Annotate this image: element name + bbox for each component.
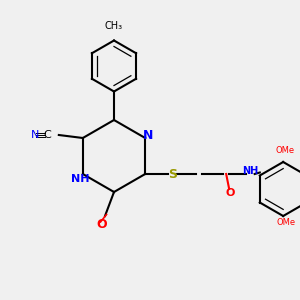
Text: CH₃: CH₃ (105, 22, 123, 32)
Text: O: O (97, 218, 107, 232)
Text: O: O (226, 188, 236, 199)
Text: OMe: OMe (277, 218, 296, 227)
Text: S: S (168, 167, 177, 181)
Text: C: C (43, 130, 51, 140)
Text: NH: NH (242, 166, 258, 176)
Text: OMe: OMe (275, 146, 294, 155)
Text: N: N (31, 130, 39, 140)
Text: NH: NH (70, 173, 89, 184)
Text: N: N (143, 128, 153, 142)
